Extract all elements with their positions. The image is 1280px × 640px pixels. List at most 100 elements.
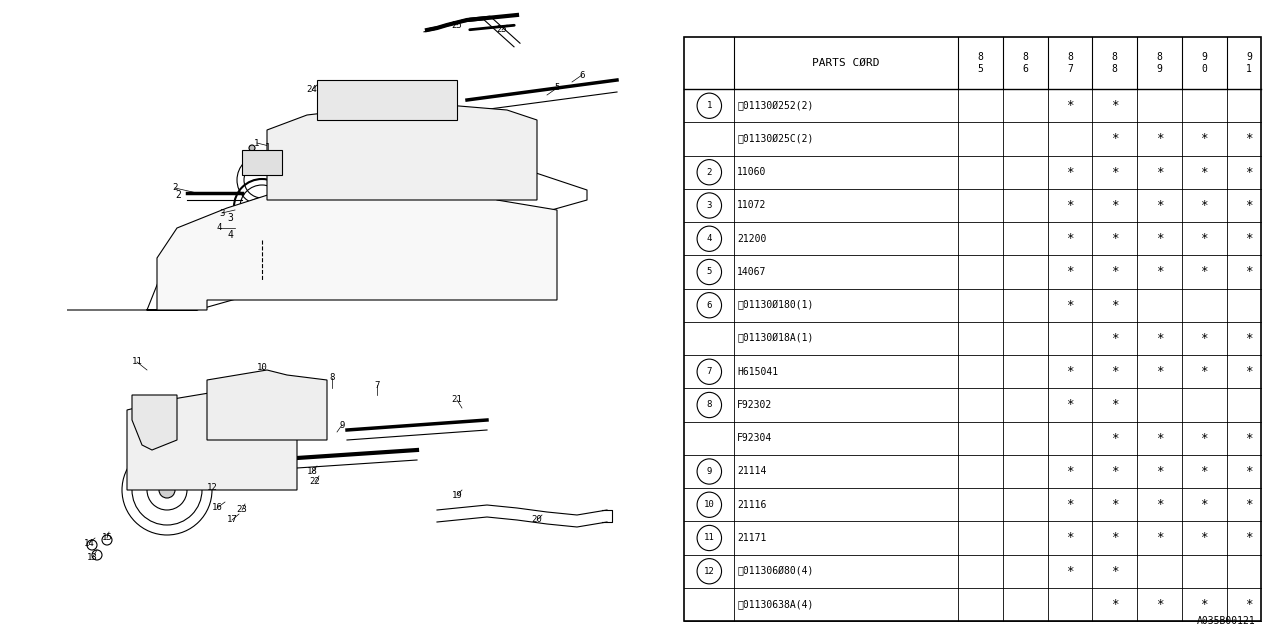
Circle shape (698, 525, 722, 550)
Text: 10: 10 (256, 364, 268, 372)
Text: 24: 24 (307, 86, 317, 95)
Text: 10: 10 (704, 500, 714, 509)
Text: *: * (1245, 266, 1253, 278)
Text: *: * (1201, 499, 1208, 511)
Text: 11: 11 (704, 534, 714, 543)
Text: *: * (1066, 499, 1074, 511)
Text: PARTS CØRD: PARTS CØRD (813, 58, 879, 68)
Text: *: * (1156, 132, 1164, 145)
Text: 8
5: 8 5 (978, 52, 983, 74)
Text: *: * (1201, 166, 1208, 179)
Text: 2: 2 (707, 168, 712, 177)
Text: *: * (1111, 465, 1119, 478)
Circle shape (698, 292, 722, 318)
Text: ⒲011306Ø80(4): ⒲011306Ø80(4) (737, 566, 814, 576)
Text: *: * (1245, 132, 1253, 145)
Circle shape (698, 492, 722, 517)
Polygon shape (157, 175, 557, 310)
Text: *: * (1066, 365, 1074, 378)
Text: *: * (1156, 232, 1164, 245)
Text: 21114: 21114 (737, 467, 767, 477)
Text: *: * (1156, 499, 1164, 511)
Circle shape (250, 145, 255, 151)
Text: 25: 25 (452, 20, 462, 29)
Text: 9: 9 (707, 467, 712, 476)
Text: 15: 15 (101, 534, 113, 543)
Text: *: * (1245, 232, 1253, 245)
Text: *: * (1111, 199, 1119, 212)
Text: ⒲01130Ø25C(2): ⒲01130Ø25C(2) (737, 134, 814, 144)
Text: 5: 5 (554, 83, 559, 93)
Text: *: * (1201, 598, 1208, 611)
Text: *: * (1066, 531, 1074, 545)
Text: *: * (1066, 199, 1074, 212)
Text: 7: 7 (707, 367, 712, 376)
Text: 2: 2 (175, 190, 180, 200)
Text: 4: 4 (227, 230, 233, 240)
Text: *: * (1201, 432, 1208, 445)
Text: 21171: 21171 (737, 533, 767, 543)
Text: 3: 3 (707, 201, 712, 210)
Text: *: * (1156, 266, 1164, 278)
Text: 11060: 11060 (737, 167, 767, 177)
Text: *: * (1201, 465, 1208, 478)
Text: 8: 8 (707, 401, 712, 410)
Text: 6: 6 (707, 301, 712, 310)
Polygon shape (242, 150, 282, 175)
Text: 16: 16 (211, 504, 223, 513)
Text: 22: 22 (310, 477, 320, 486)
Text: *: * (1111, 432, 1119, 445)
Text: 17: 17 (227, 515, 237, 525)
Text: 9
1: 9 1 (1245, 52, 1252, 74)
Text: 21116: 21116 (737, 500, 767, 509)
Text: *: * (1201, 365, 1208, 378)
Polygon shape (207, 370, 326, 440)
Text: *: * (1111, 232, 1119, 245)
Text: 20: 20 (531, 515, 543, 525)
Text: A035B00121: A035B00121 (1197, 616, 1256, 626)
Text: *: * (1111, 598, 1119, 611)
Circle shape (159, 482, 175, 498)
Text: *: * (1111, 499, 1119, 511)
Text: 4: 4 (707, 234, 712, 243)
Polygon shape (127, 390, 297, 490)
Text: *: * (1156, 166, 1164, 179)
Text: 18: 18 (307, 467, 317, 477)
Circle shape (698, 226, 722, 252)
Text: *: * (1245, 598, 1253, 611)
Text: *: * (1245, 531, 1253, 545)
Text: *: * (1245, 199, 1253, 212)
Text: *: * (1156, 365, 1164, 378)
Circle shape (244, 152, 250, 158)
Text: 4: 4 (216, 223, 221, 232)
Text: F92302: F92302 (737, 400, 773, 410)
Text: *: * (1201, 232, 1208, 245)
Text: ⒲01130638A(4): ⒲01130638A(4) (737, 600, 814, 609)
Text: 25: 25 (497, 26, 507, 35)
Text: *: * (1201, 132, 1208, 145)
Text: *: * (1156, 598, 1164, 611)
Text: H615041: H615041 (737, 367, 778, 377)
Text: 3: 3 (227, 213, 233, 223)
Polygon shape (317, 80, 457, 120)
Text: *: * (1201, 266, 1208, 278)
Text: 14: 14 (83, 538, 95, 547)
Circle shape (698, 459, 722, 484)
Text: 21200: 21200 (737, 234, 767, 244)
Text: 1: 1 (265, 143, 271, 153)
Text: 19: 19 (452, 490, 462, 499)
Text: *: * (1156, 332, 1164, 345)
Text: 6: 6 (580, 70, 585, 79)
Text: 11: 11 (132, 358, 142, 367)
Text: *: * (1201, 199, 1208, 212)
Text: *: * (1111, 332, 1119, 345)
Text: *: * (1156, 432, 1164, 445)
Text: *: * (1156, 531, 1164, 545)
Text: 9: 9 (339, 420, 344, 429)
Text: *: * (1111, 266, 1119, 278)
Text: F92304: F92304 (737, 433, 773, 444)
Text: *: * (1245, 332, 1253, 345)
Text: 8: 8 (329, 374, 334, 383)
Text: *: * (1066, 299, 1074, 312)
Circle shape (698, 392, 722, 418)
